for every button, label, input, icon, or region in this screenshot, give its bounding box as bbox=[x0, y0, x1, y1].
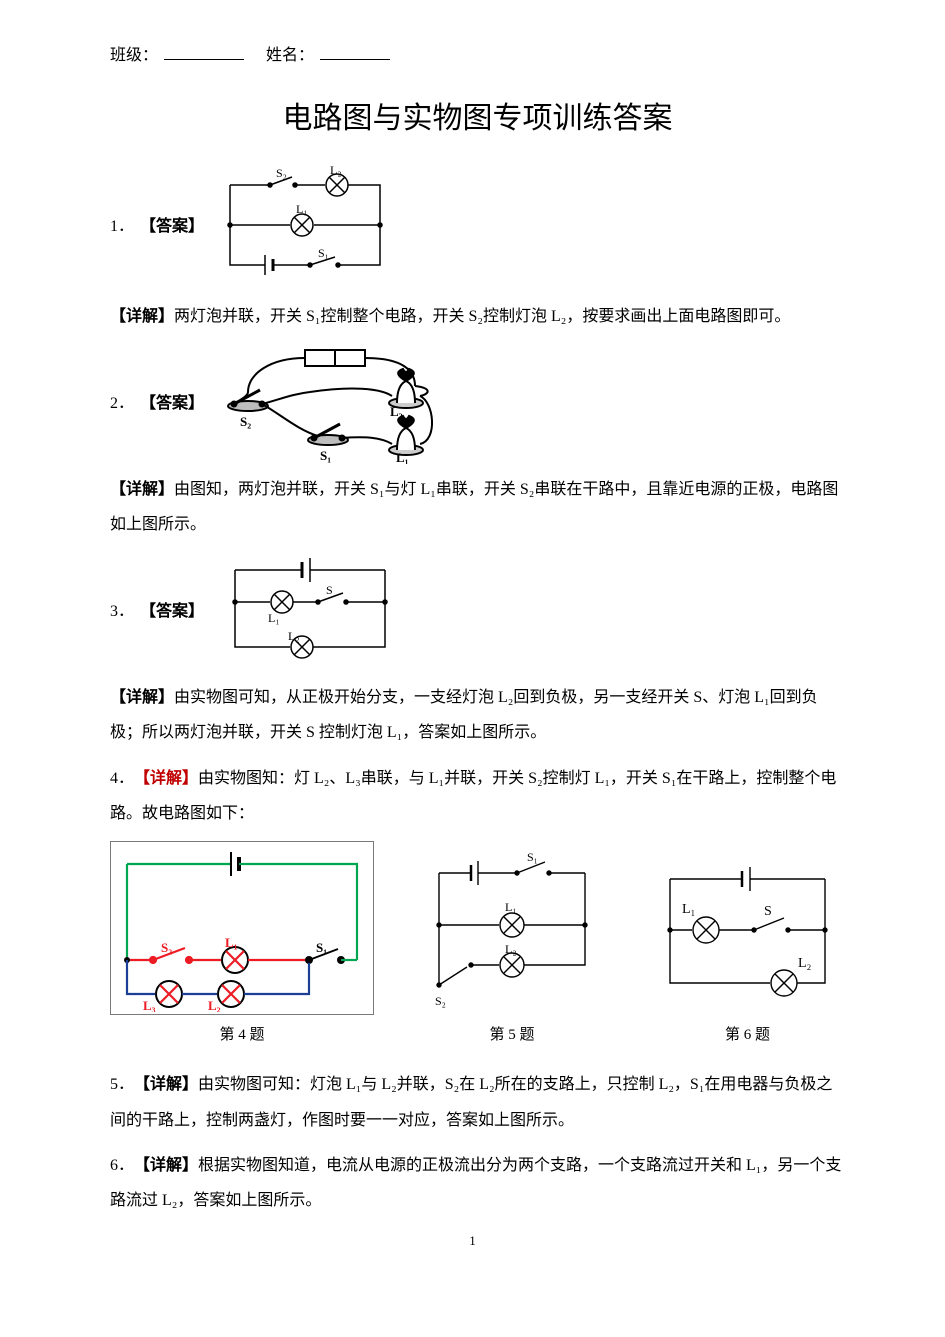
item-2-answer-label: 【答案】 bbox=[140, 389, 204, 419]
page-number: 1 bbox=[0, 1229, 945, 1254]
item-6-num: 6． bbox=[110, 1148, 134, 1183]
item-6-explain-label: 【详解】 bbox=[134, 1157, 198, 1174]
item-3-explain: 【详解】由实物图可知，从正极开始分支，一支经灯泡 L₂回到负极，另一支经开关 S… bbox=[110, 680, 845, 750]
svg-text:S₁: S₁ bbox=[320, 448, 331, 463]
item-6-diagram: L₁ S L₂ bbox=[650, 855, 845, 1015]
item-2-explain: 【详解】由图知，两灯泡并联，开关 S₁与灯 L₁串联，开关 S₂串联在干路中，且… bbox=[110, 472, 845, 542]
svg-text:S: S bbox=[764, 904, 772, 919]
svg-text:L₂: L₂ bbox=[390, 404, 403, 419]
svg-text:S₂: S₂ bbox=[276, 166, 287, 180]
item-4-num: 4． bbox=[110, 761, 134, 796]
item-3-explain-text: 由实物图可知，从正极开始分支，一支经灯泡 L₂回到负极，另一支经开关 S、灯泡 … bbox=[110, 689, 818, 741]
item-2-explain-text: 由图知，两灯泡并联，开关 S₁与灯 L₁串联，开关 S₂串联在干路中，且靠近电源… bbox=[110, 481, 838, 533]
item-5-num: 5． bbox=[110, 1067, 134, 1102]
class-label: 班级： bbox=[110, 47, 158, 64]
cell-q4: S₂ L₁ S₁ L₃ L₂ 第 4 题 bbox=[110, 841, 374, 1050]
svg-text:S₂: S₂ bbox=[435, 994, 446, 1008]
item-1-answer-label: 【答案】 bbox=[140, 212, 204, 242]
item-2: 2． 【答案】 bbox=[110, 344, 845, 542]
svg-text:L₁: L₁ bbox=[296, 202, 308, 216]
cell-q5: S₁ L₁ L₂ S₂ 第 5 题 bbox=[417, 845, 607, 1050]
item-3: 3． 【答案】 bbox=[110, 552, 845, 750]
item-4-explain: 4．【详解】由实物图知：灯 L₂、L₃串联，与 L₁并联，开关 S₂控制灯 L₁… bbox=[110, 761, 845, 831]
document-page: 班级： 姓名： 电路图与实物图专项训练答案 1． 【答案】 bbox=[0, 0, 945, 1268]
svg-text:L₂: L₂ bbox=[208, 998, 221, 1012]
item-6-explain-text: 根据实物图知道，电流从电源的正极流出分为两个支路，一个支路流过开关和 L₁，另一… bbox=[110, 1157, 841, 1209]
caption-q5: 第 5 题 bbox=[489, 1021, 534, 1050]
page-title: 电路图与实物图专项训练答案 bbox=[110, 90, 845, 147]
item-1: 1． 【答案】 bbox=[110, 165, 845, 334]
svg-text:S: S bbox=[326, 583, 333, 597]
item-4-explain-text: 由实物图知：灯 L₂、L₃串联，与 L₁并联，开关 S₂控制灯 L₁，开关 S₁… bbox=[110, 770, 836, 822]
item-1-answer-row: 1． 【答案】 bbox=[110, 165, 845, 291]
diagram-row-4-5-6: S₂ L₁ S₁ L₃ L₂ 第 4 题 bbox=[110, 841, 845, 1050]
item-3-answer-row: 3． 【答案】 bbox=[110, 552, 845, 672]
item-2-num: 2． bbox=[110, 389, 134, 419]
item-5-explain-text: 由实物图可知：灯泡 L₁与 L₂并联，S₂在 L₂所在的支路上，只控制 L₂，S… bbox=[110, 1076, 832, 1128]
item-3-answer-label: 【答案】 bbox=[140, 597, 204, 627]
item-1-explain: 【详解】两灯泡并联，开关 S₁控制整个电路，开关 S₂控制灯泡 L₂，按要求画出… bbox=[110, 299, 845, 334]
item-4: 4．【详解】由实物图知：灯 L₂、L₃串联，与 L₁并联，开关 S₂控制灯 L₁… bbox=[110, 761, 845, 831]
item-1-diagram: S₂ L₂ L₁ S₁ bbox=[210, 165, 400, 291]
item-4-explain-label: 【详解】 bbox=[134, 770, 198, 787]
item-6: 6．【详解】根据实物图知道，电流从电源的正极流出分为两个支路，一个支路流过开关和… bbox=[110, 1148, 845, 1218]
item-1-explain-text: 两灯泡并联，开关 S₁控制整个电路，开关 S₂控制灯泡 L₂，按要求画出上面电路… bbox=[174, 308, 790, 325]
item-3-num: 3． bbox=[110, 597, 134, 627]
svg-text:L₁: L₁ bbox=[268, 611, 280, 625]
item-3-explain-label: 【详解】 bbox=[110, 689, 174, 706]
svg-text:S₁: S₁ bbox=[318, 246, 329, 260]
item-5-explain-label: 【详解】 bbox=[134, 1076, 198, 1093]
svg-text:L₁: L₁ bbox=[682, 902, 695, 917]
svg-text:S₁: S₁ bbox=[316, 940, 327, 955]
class-blank bbox=[164, 40, 244, 60]
item-1-num: 1． bbox=[110, 212, 134, 242]
item-5: 5．【详解】由实物图可知：灯泡 L₁与 L₂并联，S₂在 L₂所在的支路上，只控… bbox=[110, 1067, 845, 1137]
name-label: 姓名： bbox=[266, 47, 314, 64]
svg-text:S₂: S₂ bbox=[161, 940, 172, 955]
cell-q6: L₁ S L₂ 第 6 题 bbox=[650, 855, 845, 1050]
item-5-explain: 5．【详解】由实物图可知：灯泡 L₁与 L₂并联，S₂在 L₂所在的支路上，只控… bbox=[110, 1067, 845, 1137]
item-2-answer-row: 2． 【答案】 bbox=[110, 344, 845, 464]
item-1-explain-label: 【详解】 bbox=[110, 308, 174, 325]
item-3-diagram: L₁ S L₂ bbox=[210, 552, 410, 672]
item-5-diagram: S₁ L₁ L₂ S₂ bbox=[417, 845, 607, 1015]
svg-text:L₃: L₃ bbox=[143, 998, 156, 1012]
item-2-explain-label: 【详解】 bbox=[110, 481, 174, 498]
svg-text:L₂: L₂ bbox=[798, 956, 812, 971]
caption-q4: 第 4 题 bbox=[219, 1021, 264, 1050]
item-2-diagram: S₂ S₁ L₂ L₁ bbox=[210, 344, 460, 464]
caption-q6: 第 6 题 bbox=[725, 1021, 770, 1050]
header-line: 班级： 姓名： bbox=[110, 40, 845, 72]
svg-text:L₁: L₁ bbox=[225, 935, 238, 950]
svg-text:L₂: L₂ bbox=[288, 629, 300, 643]
svg-text:S₁: S₁ bbox=[527, 850, 538, 864]
name-blank bbox=[320, 40, 390, 60]
svg-text:S₂: S₂ bbox=[240, 414, 251, 429]
svg-text:L₁: L₁ bbox=[396, 450, 409, 464]
svg-text:L₁: L₁ bbox=[505, 900, 517, 914]
item-4-diagram: S₂ L₁ S₁ L₃ L₂ bbox=[110, 841, 374, 1015]
svg-text:L₂: L₂ bbox=[330, 165, 342, 177]
svg-text:L₂: L₂ bbox=[505, 942, 517, 956]
item-6-explain: 6．【详解】根据实物图知道，电流从电源的正极流出分为两个支路，一个支路流过开关和… bbox=[110, 1148, 845, 1218]
